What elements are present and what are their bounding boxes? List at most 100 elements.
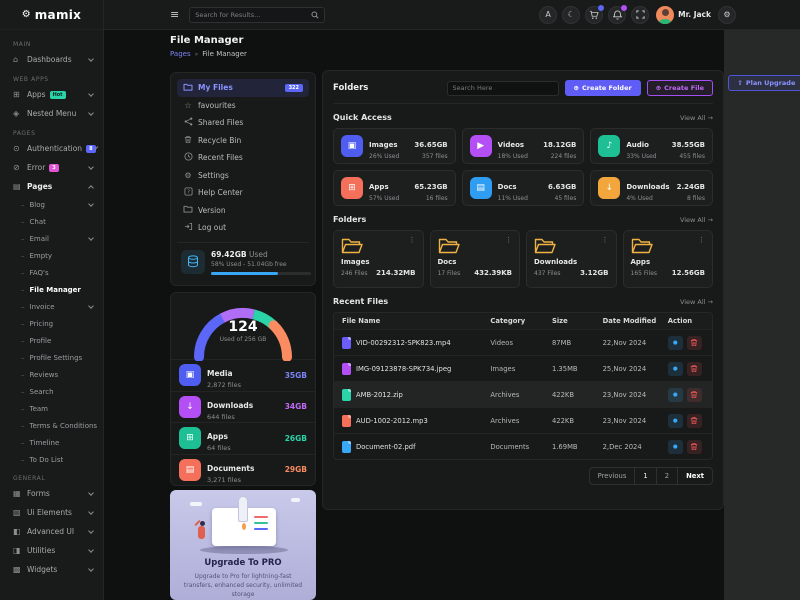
folder-card-images[interactable]: ⋮ Images 246 Files 214.32MB — [333, 230, 424, 288]
view-button[interactable]: ● — [667, 439, 683, 454]
upgrade-illustration — [180, 496, 306, 554]
pagination-page-2[interactable]: 2 — [655, 468, 677, 484]
view-button[interactable]: ● — [667, 413, 683, 428]
sidebar-item-team[interactable]: Team — [0, 400, 103, 417]
folder-menu-icon[interactable]: ⋮ — [408, 236, 416, 244]
filemenu-recent-files[interactable]: Recent Files — [177, 149, 309, 167]
hamburger-menu-icon[interactable]: ≡ — [170, 8, 180, 21]
translate-icon[interactable]: A — [539, 5, 558, 24]
quick-access-card-apps[interactable]: ⊞ Apps 57% Used 65.23GB 16 files — [333, 170, 456, 206]
quick-access-card-images[interactable]: ▣ Images 26% Used 36.65GB 357 files — [333, 128, 456, 164]
sidebar-item-search[interactable]: Search — [0, 383, 103, 400]
view-button[interactable]: ● — [667, 361, 683, 376]
logo[interactable]: ⚙ mamix — [0, 0, 103, 30]
sidebar-item-timeline[interactable]: Timeline — [0, 434, 103, 451]
sidebar-item-email[interactable]: Email — [0, 230, 103, 247]
filemenu-settings[interactable]: ⚙ Settings — [184, 170, 229, 180]
sidebar-item-terms[interactable]: Terms & Conditions — [0, 417, 103, 434]
usage-row-downloads[interactable]: ↓ Downloads 644 files 34GB — [171, 390, 315, 423]
filemenu-help-center[interactable]: ? Help Center — [177, 184, 309, 202]
sidebar-item-widgets[interactable]: ▩ Widgets — [0, 560, 103, 579]
view-button[interactable]: ● — [667, 335, 683, 350]
sidebar-item-profile-settings[interactable]: Profile Settings — [0, 349, 103, 366]
sidebar-item-ui-elements[interactable]: ▧ Ui Elements — [0, 503, 103, 522]
database-icon — [181, 249, 205, 274]
logout-icon — [183, 222, 193, 233]
quick-access-card-docs[interactable]: ▤ Docs 11% Used 6.63GB 45 files — [461, 170, 585, 206]
usage-row-documents[interactable]: ▤ Documents 3,271 files 29GB — [171, 453, 315, 486]
sidebar-item-empty[interactable]: Empty — [0, 247, 103, 264]
table-row[interactable]: AUD-1002-2012.mp3 Archives 422KB 23,Nov … — [334, 407, 712, 433]
folders-header: Folders View All → — [333, 215, 713, 224]
folder-menu-icon[interactable]: ⋮ — [505, 236, 512, 244]
folder-menu-icon[interactable]: ⋮ — [698, 236, 705, 244]
search-icon[interactable] — [311, 11, 319, 19]
folder-card-apps[interactable]: ⋮ Apps 165 Files 12.56GB — [622, 230, 713, 288]
nav-section-pages: PAGES — [13, 130, 36, 137]
delete-button[interactable] — [686, 413, 702, 428]
sidebar-item-invoice[interactable]: Invoice — [0, 298, 103, 315]
sidebar-item-authentication[interactable]: ⊙ Authentication 8 — [0, 139, 103, 158]
sidebar-item-reviews[interactable]: Reviews — [0, 366, 103, 383]
sidebar-item-pricing[interactable]: Pricing — [0, 315, 103, 332]
breadcrumb-pages-link[interactable]: Pages — [170, 50, 191, 58]
jpeg-file-icon — [342, 362, 351, 375]
sidebar-item-profile[interactable]: Profile — [0, 332, 103, 349]
delete-button[interactable] — [686, 387, 702, 402]
fullscreen-icon[interactable] — [631, 5, 650, 24]
quick-access-card-audio[interactable]: ♪ Audio 33% Used 38.55GB 455 files — [590, 128, 713, 164]
sidebar-item-todo-list[interactable]: To Do List — [0, 451, 103, 468]
usage-row-apps[interactable]: ⊞ Apps 64 files 26GB — [171, 422, 315, 454]
table-row[interactable]: Document-02.pdf Documents 1.69MB 2,Dec 2… — [334, 433, 712, 459]
delete-button[interactable] — [686, 361, 702, 376]
dark-mode-moon-icon[interactable]: ☾ — [562, 5, 581, 24]
folders-view-all-link[interactable]: View All → — [679, 215, 713, 224]
sidebar-item-faqs[interactable]: FAQ's — [0, 264, 103, 281]
pagination-previous[interactable]: Previous — [597, 472, 627, 480]
filemenu-favourites[interactable]: ☆ favourites — [184, 100, 236, 110]
create-file-button[interactable]: ⊕ Create File — [646, 80, 713, 96]
usage-row-media[interactable]: ▣ Media 2,872 files 35GB — [171, 359, 315, 391]
user-menu[interactable]: Mr. Jack — [656, 5, 711, 24]
quick-access-view-all-link[interactable]: View All → — [679, 113, 713, 122]
create-folder-button[interactable]: ⊕ Create Folder — [564, 80, 641, 96]
table-row[interactable]: IMG-09123878-SPK734.jpeg Images 1.35MB 2… — [334, 355, 712, 381]
folder-card-downloads[interactable]: ⋮ Downloads 437 Files 3.12GB — [526, 230, 617, 288]
widgets-icon: ▩ — [13, 565, 21, 574]
folder-card-docs[interactable]: ⋮ Docs 17 Files 432.39KB — [429, 230, 520, 288]
recent-files-view-all-link[interactable]: View All → — [679, 297, 713, 306]
folder-search-input[interactable] — [452, 84, 553, 92]
table-row-selected[interactable]: AMB-2012.zip Archives 422KB 23,Nov 2024 … — [334, 381, 712, 407]
sidebar-item-pages[interactable]: ▤ Pages — [0, 177, 103, 196]
view-button[interactable]: ● — [667, 387, 683, 402]
filemenu-my-files[interactable]: My Files 322 — [177, 79, 309, 97]
global-search-input[interactable] — [195, 10, 312, 19]
pagination-next[interactable]: Next — [677, 468, 712, 484]
plan-upgrade-button[interactable]: ⇧ Plan Upgrade — [728, 75, 800, 91]
sidebar-item-blog[interactable]: Blog — [0, 196, 103, 213]
sidebar-item-utilities[interactable]: ◨ Utilities — [0, 541, 103, 560]
cart-icon[interactable] — [585, 4, 605, 24]
delete-button[interactable] — [686, 439, 702, 454]
pagination-page-1[interactable]: 1 — [634, 468, 655, 484]
quick-access-card-downloads[interactable]: ↓ Downloads 4% Used 2.24GB 8 files — [590, 170, 713, 206]
sidebar-item-file-manager[interactable]: File Manager — [0, 281, 103, 298]
sidebar-item-chat[interactable]: Chat — [0, 213, 103, 230]
filemenu-recycle-bin[interactable]: Recycle Bin — [177, 132, 309, 150]
sidebar-item-apps[interactable]: ⊞ Apps Hot — [0, 85, 103, 104]
sidebar-item-nested-menu[interactable]: ◈ Nested Menu — [0, 104, 103, 123]
sidebar-item-forms[interactable]: ▦ Forms — [0, 484, 103, 503]
sidebar-item-dashboards[interactable]: ⌂ Dashboards — [0, 50, 103, 69]
table-header-row: File Name Category Size Date Modified Ac… — [334, 313, 712, 329]
filemenu-version[interactable]: Version — [177, 202, 309, 220]
filemenu-log-out[interactable]: Log out — [177, 219, 309, 237]
delete-button[interactable] — [686, 335, 702, 350]
sidebar-item-error[interactable]: ⊘ Error 3 — [0, 158, 103, 177]
sidebar-item-advanced-ui[interactable]: ◧ Advanced UI — [0, 522, 103, 541]
filemenu-shared-files[interactable]: Shared Files — [177, 114, 309, 132]
folder-menu-icon[interactable]: ⋮ — [601, 236, 609, 244]
table-row[interactable]: VID-00292312-SPK823.mp4 Videos 87MB 22,N… — [334, 329, 712, 355]
settings-gear-icon[interactable]: ⚙ — [718, 5, 736, 24]
quick-access-card-videos[interactable]: ▶ Videos 18% Used 18.12GB 224 files — [461, 128, 585, 164]
notifications-bell-icon[interactable] — [608, 4, 628, 24]
